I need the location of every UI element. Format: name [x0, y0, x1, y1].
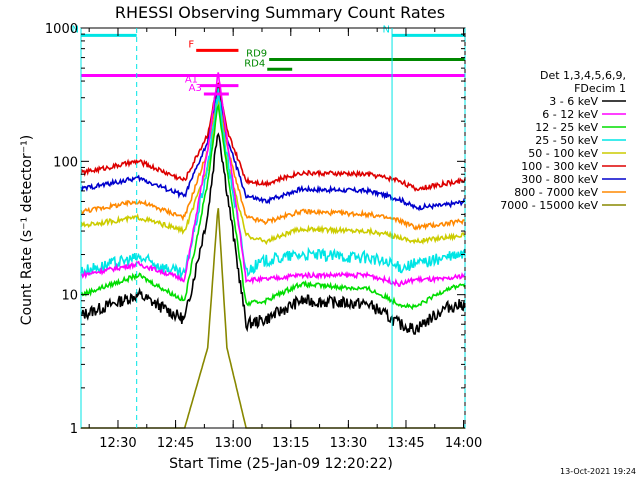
x-tick-label: 13:30 — [330, 436, 367, 451]
legend-label: 3 - 6 keV — [549, 95, 598, 108]
chart-title: RHESSI Observing Summary Count Rates — [115, 3, 445, 22]
legend-header: FDecim 1 — [574, 82, 626, 95]
legend-label: 50 - 100 keV — [528, 147, 598, 160]
flag-label: N — [383, 24, 390, 35]
flag-label: A1 — [185, 75, 198, 86]
legend-label: 12 - 25 keV — [535, 121, 598, 134]
y-tick-label: 10 — [61, 289, 78, 304]
series-line — [80, 72, 466, 287]
x-tick-label: 12:30 — [99, 436, 136, 451]
flag-label: RD9 — [246, 49, 267, 60]
legend-label: 7000 - 15000 keV — [500, 199, 598, 212]
series-line — [80, 98, 466, 246]
legend-label: 800 - 7000 keV — [514, 186, 598, 199]
legend-label: 300 - 800 keV — [521, 173, 598, 186]
flag-label: A3 — [189, 83, 202, 94]
flag-label: N — [72, 24, 79, 35]
flag-label: F — [188, 39, 194, 50]
x-tick-label: 13:15 — [272, 436, 309, 451]
x-tick-label: 13:00 — [214, 436, 251, 451]
series-line — [80, 88, 466, 280]
y-tick-label: 100 — [53, 155, 78, 170]
y-tick-label: 1000 — [45, 22, 78, 37]
legend-header: Det 1,3,4,5,6,9, — [540, 69, 626, 82]
flag-label: RD4 — [244, 58, 265, 69]
y-tick-label: 1 — [70, 422, 78, 437]
legend-label: 100 - 300 keV — [521, 160, 598, 173]
series-line — [80, 132, 466, 335]
footer-timestamp: 13-Oct-2021 19:24 — [560, 467, 636, 476]
legend-label: 25 - 50 keV — [535, 134, 598, 147]
axis-layer: 1 10 100 1000 12:30 12:45 13:00 13:15 13:30 13:45… — [45, 22, 482, 451]
series-line — [80, 82, 466, 192]
x-tick-label: 12:45 — [157, 436, 194, 451]
series-line — [80, 103, 466, 311]
series-line — [80, 83, 466, 212]
x-tick-label: 14:00 — [445, 436, 482, 451]
legend-label: 6 - 12 keV — [542, 108, 598, 121]
series-line — [80, 88, 466, 231]
x-axis-label: Start Time (25-Jan-09 12:20:22) — [169, 456, 393, 472]
y-axis-label: Count Rate (s⁻¹ detector⁻¹) — [19, 135, 35, 325]
x-tick-label: 13:45 — [387, 436, 424, 451]
